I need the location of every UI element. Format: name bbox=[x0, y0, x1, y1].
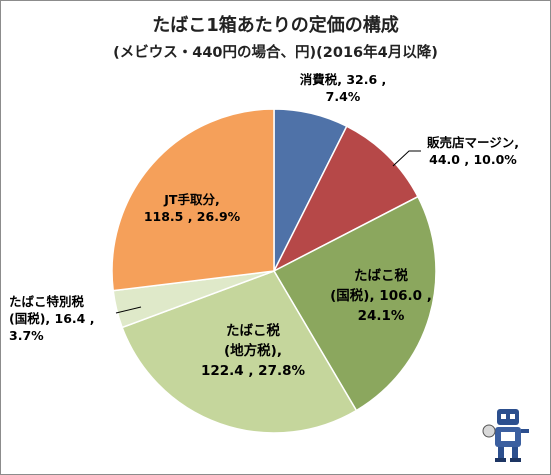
pie-slice-jt-share bbox=[111, 108, 275, 292]
pie-slices bbox=[111, 108, 437, 434]
slice-label-retail-margin: 販売店マージン, 44.0 , 10.0% bbox=[427, 135, 519, 167]
pie-slice-tobacco-tax-national bbox=[272, 195, 437, 412]
leader-lines bbox=[115, 150, 421, 314]
leader-line-tobacco-special-tax bbox=[115, 306, 142, 314]
slice-label-consumption-tax: 消費税, 32.6 , 7.4% bbox=[299, 72, 387, 104]
slice-label-tobacco-tax-national: たばこ税 (国税), 106.0 , 24.1% bbox=[330, 268, 432, 324]
slice-label-tobacco-special-tax: たばこ特別税 (国税), 16.4 , 3.7% bbox=[9, 294, 95, 343]
slice-label-jt-share: JT手取分, 118.5 , 26.9% bbox=[143, 192, 241, 224]
leader-line-retail-margin bbox=[392, 150, 421, 167]
pie-slice-retail-margin bbox=[272, 125, 419, 273]
robot-mascot-icon bbox=[482, 409, 529, 462]
chart-subtitle: (メビウス・440円の場合、円)(2016年4月以降) bbox=[113, 45, 438, 61]
pie-slice-tobacco-tax-local bbox=[121, 270, 358, 434]
chart-title: たばこ1箱あたりの定価の構成 bbox=[152, 15, 399, 36]
slice-label-tobacco-tax-local: たばこ税 (地方税), 122.4 , 27.8% bbox=[200, 323, 306, 379]
